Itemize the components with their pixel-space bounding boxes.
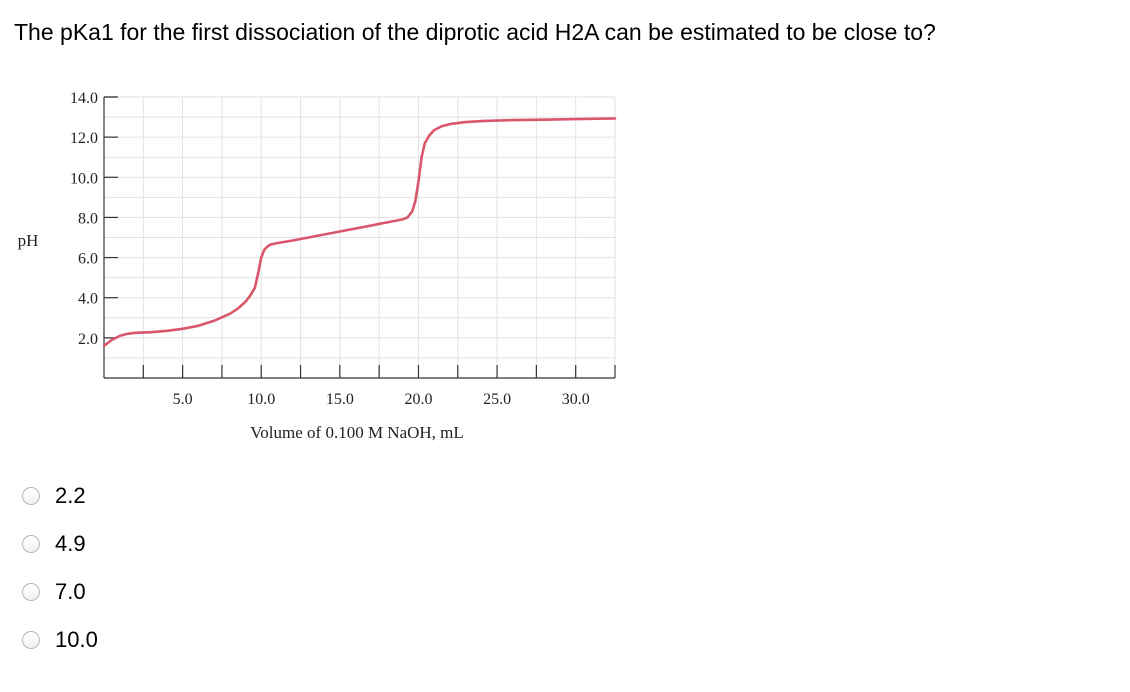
y-tick-label: 10.0 xyxy=(70,170,98,187)
answer-option-4[interactable]: 10.0 xyxy=(22,624,98,656)
radio-button[interactable] xyxy=(22,535,40,553)
chart-ticks: 2.0 4.0 6.0 8.0 10.0 12.0 14.0 5.0 10.0 15.0 20.0 2… xyxy=(70,90,616,408)
x-tick-label: 5.0 xyxy=(173,391,193,408)
y-tick-label: 4.0 xyxy=(78,291,98,308)
y-axis-label: pH xyxy=(18,231,39,250)
titration-chart: 2.0 4.0 6.0 8.0 10.0 12.0 14.0 5.0 10.0 15.0 20.0 2… xyxy=(18,90,617,442)
chart-grid xyxy=(104,96,616,378)
radio-button[interactable] xyxy=(22,487,40,505)
y-tick-label: 12.0 xyxy=(70,130,98,147)
answer-option-label: 4.9 xyxy=(55,531,86,556)
answer-option-3[interactable]: 7.0 xyxy=(22,576,98,608)
chart-curve xyxy=(102,117,617,348)
answer-options: 2.2 4.9 7.0 10.0 xyxy=(22,480,98,672)
x-axis-label: Volume of 0.100 M NaOH, mL xyxy=(250,423,464,442)
answer-option-label: 2.2 xyxy=(55,483,86,508)
y-tick-label: 2.0 xyxy=(78,331,98,348)
chart-axes xyxy=(103,97,615,379)
radio-button[interactable] xyxy=(22,631,40,649)
titration-curve-line xyxy=(102,117,617,348)
x-tick-label: 10.0 xyxy=(247,391,275,408)
answer-option-1[interactable]: 2.2 xyxy=(22,480,98,512)
y-tick-label: 6.0 xyxy=(78,251,98,268)
question-text: The pKa1 for the first dissociation of t… xyxy=(14,19,936,45)
answer-option-label: 7.0 xyxy=(55,579,86,604)
y-tick-label: 14.0 xyxy=(70,90,98,107)
x-tick-label: 30.0 xyxy=(562,391,590,408)
answer-option-2[interactable]: 4.9 xyxy=(22,528,98,560)
y-tick-label: 8.0 xyxy=(78,210,98,227)
radio-button[interactable] xyxy=(22,583,40,601)
x-tick-label: 20.0 xyxy=(404,391,432,408)
x-tick-label: 25.0 xyxy=(483,391,511,408)
x-tick-label: 15.0 xyxy=(326,391,354,408)
answer-option-label: 10.0 xyxy=(55,627,98,652)
